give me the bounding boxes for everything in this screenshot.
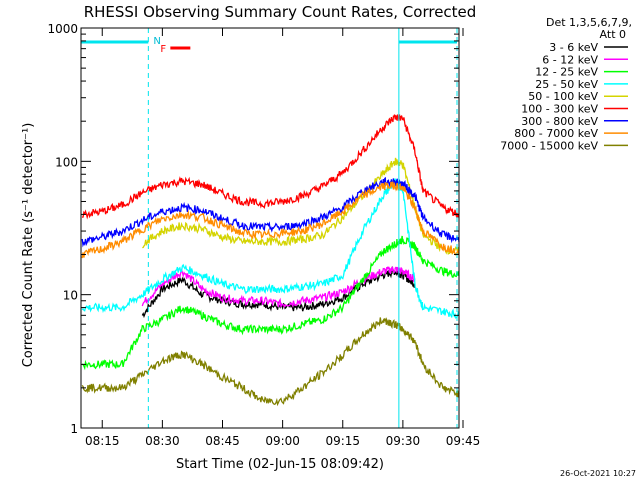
- x-tick-label-3: 09:00: [265, 434, 300, 448]
- legend-label-4: 50 - 100 keV: [528, 90, 598, 103]
- legend-label-2: 12 - 25 keV: [535, 66, 598, 79]
- timestamp-label: 26-Oct-2021 10:27: [560, 469, 636, 478]
- series-line-6-0: [81, 176, 460, 248]
- series-line-5-0: [81, 114, 460, 220]
- series-line-3-0: [81, 178, 460, 319]
- x-tick-label-6: 09:45: [446, 434, 481, 448]
- legend-label-6: 300 - 800 keV: [521, 115, 598, 128]
- night-marker: N: [153, 36, 160, 47]
- legend-attenuator: Att 0: [600, 28, 626, 41]
- legend-label-1: 6 - 12 keV: [542, 53, 598, 66]
- y-tick-label-3: 1000: [47, 22, 78, 36]
- flare-marker: F: [160, 44, 166, 55]
- y-tick-label-1: 10: [63, 289, 78, 303]
- y-tick-label-0: 1: [70, 422, 78, 436]
- series-layer: [81, 114, 460, 407]
- chart-title: RHESSI Observing Summary Count Rates, Co…: [84, 3, 477, 21]
- legend-label-5: 100 - 300 keV: [521, 103, 598, 116]
- x-axis-label: Start Time (02-Jun-15 08:09:42): [176, 457, 384, 472]
- legend-header: Det 1,3,5,6,7,9,: [546, 16, 632, 29]
- plot-frame: [80, 27, 460, 429]
- series-line-8-0: [81, 317, 460, 407]
- x-tick-label-5: 09:30: [386, 434, 421, 448]
- legend-label-8: 7000 - 15000 keV: [500, 139, 598, 152]
- series-line-1-0: [141, 266, 416, 309]
- axis-layer: 08:15 08:30 08:45 09:00 09:15 09:30 09:45 1 10 10…: [47, 22, 480, 448]
- x-tick-label-4: 09:15: [325, 434, 360, 448]
- legend-label-7: 800 - 7000 keV: [514, 127, 598, 140]
- marker-layer: NF: [81, 28, 458, 428]
- y-tick-label-2: 100: [55, 155, 78, 169]
- legend-label-3: 25 - 50 keV: [535, 78, 598, 91]
- x-tick-label-2: 08:45: [205, 434, 240, 448]
- legend-label-0: 3 - 6 keV: [549, 41, 598, 54]
- y-axis-label: Corrected Count Rate (s⁻¹ detector⁻¹): [21, 123, 36, 368]
- series-line-7-0: [81, 181, 460, 259]
- x-tick-label-1: 08:30: [145, 434, 180, 448]
- x-tick-label-0: 08:15: [85, 434, 120, 448]
